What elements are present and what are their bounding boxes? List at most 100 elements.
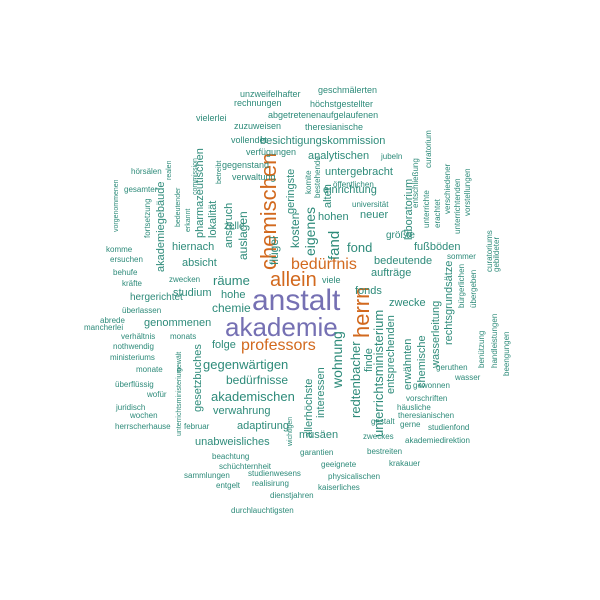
word-theresianische: theresianische [305, 122, 364, 132]
word-geeignete: geeignete [321, 460, 357, 469]
word-gerne: gerne [400, 420, 421, 429]
word-garantien: garantien [300, 448, 334, 457]
word-gewonnen: gewonnen [413, 381, 450, 390]
word-sammlungen: sammlungen [184, 471, 230, 480]
word-kraefte: kräfte [122, 279, 143, 288]
word-verwahrung: verwahrung [213, 405, 271, 417]
word-akademie: akademie [225, 312, 338, 342]
word-bedeutende: bedeutende [374, 255, 433, 267]
word-gesetzbuches: gesetzbuches [192, 344, 204, 412]
word-bestreiten: bestreiten [367, 447, 403, 456]
word-verwaltung: verwaltung [232, 172, 276, 182]
word-hohe: hohe [221, 289, 246, 301]
word-beduerfnis: bedürfnis [291, 256, 357, 273]
word-rechtsgrundsaetze: rechtsgrundsätze [443, 260, 455, 345]
word-akademiedirektion: akademiedirektion [405, 436, 470, 445]
word-allerhoechste: allerhöchste [303, 378, 315, 438]
word-uebergeben: übergeben [469, 269, 478, 308]
word-vielerlei: vielerlei [196, 113, 227, 123]
word-abrede: abrede [100, 316, 125, 325]
word-erachtet: erachtet [433, 199, 442, 228]
word-buergerlichen: bürgerlichen [457, 263, 466, 308]
word-akademischen: akademischen [211, 389, 295, 404]
word-analytischen: analytischen [308, 150, 370, 162]
word-geruthen: geruthen [436, 363, 468, 372]
word-commission: commission [192, 158, 199, 195]
word-sommer: sommer [447, 252, 476, 261]
word-vollendet: vollendet [231, 135, 268, 145]
word-erkannt: erkannt [185, 208, 192, 232]
word-verschiedener: verschiedener [443, 163, 452, 214]
word-oeffentlichen: öffentlichen [333, 180, 374, 189]
word-physicalischen: physicalischen [328, 472, 381, 481]
word-gegenstand: gegenstand [222, 160, 270, 170]
word-durchlauchtigsten: durchlauchtigsten [231, 506, 294, 515]
word-vorschriften: vorschriften [406, 394, 448, 403]
word-fussboeden: fußböden [414, 241, 461, 253]
word-fortsetzung: fortsetzung [143, 198, 152, 238]
word-realisirung: realisirung [252, 479, 289, 488]
word-studium: studium [173, 287, 212, 299]
word-finde: finde [363, 348, 375, 372]
word-besichtigungskommission: besichtigungskommission [260, 135, 386, 147]
word-behufe: behufe [113, 268, 138, 277]
word-beengungen: beengungen [502, 331, 511, 377]
word-bestehende: bestehende [313, 156, 322, 198]
word-absicht: absicht [182, 257, 217, 269]
word-wichtigen: wichtigen [287, 416, 294, 446]
word-kosten: kosten [288, 212, 302, 248]
word-nothwendig: nothwendig [113, 342, 154, 351]
word-kaiserliches: kaiserliches [318, 483, 360, 492]
word-entgelt: entgelt [216, 481, 241, 490]
word-allein: allein [270, 269, 317, 291]
word-herrscherhause: herrscherhause [115, 422, 171, 431]
word-akademiegebaeude: akademiegebäude [155, 181, 167, 272]
word-ueberlassen: überlassen [122, 306, 162, 315]
word-redtenbacher: redtenbacher [348, 341, 363, 418]
word-groesste: größte [386, 230, 415, 241]
word-gebildeter: gebildeter [492, 236, 501, 272]
word-februar: februar [184, 422, 210, 431]
word-unterrichtenden: unterrichtenden [453, 178, 462, 234]
word-folge: folge [212, 339, 236, 351]
word-unzweifelhafter: unzweifelhafter [240, 89, 301, 99]
word-studienwesens: studienwesens [248, 469, 301, 478]
word-gestalt: gestalt [371, 417, 395, 426]
word-wofuer: wofür [147, 390, 167, 399]
word-dienstjahren: dienstjahren [270, 491, 314, 500]
word-betreibt: betreibt [216, 160, 223, 184]
word-fonds: fonds [355, 285, 382, 297]
word-mancherlei: mancherlei [84, 323, 124, 332]
word-verhaeltnis: verhältnis [121, 332, 156, 341]
word-geschmaelerten: geschmälerten [318, 85, 378, 95]
word-adaptirung: adaptirung [237, 420, 289, 432]
word-beachtung: beachtung [212, 452, 250, 461]
word-fond: fond [347, 240, 373, 255]
word-auftraege: aufträge [371, 267, 412, 279]
word-untergebracht: untergebracht [325, 166, 393, 178]
word-ueberfluessig: überflüssig [115, 380, 154, 389]
word-raeume: räume [213, 273, 250, 288]
word-alten: alten [322, 184, 334, 208]
word-hoersaelen: hörsälen [131, 167, 162, 176]
word-entsprechenden: entsprechenden [385, 315, 397, 394]
word-lokalitaet: lokalität [207, 200, 219, 238]
word-komme: komme [106, 245, 133, 254]
word-zelle: zelle [224, 221, 245, 232]
word-theresianischen: theresianischen [398, 411, 455, 420]
word-interessen: interessen [315, 367, 327, 418]
word-studienfond: studienfond [428, 423, 470, 432]
word-unterrichte: unterrichte [422, 190, 431, 228]
word-wohnung: wohnung [329, 331, 345, 388]
word-wasserleitung: wasserleitung [430, 300, 442, 368]
word-benuetzung: benützung [477, 330, 486, 368]
word-gegenwaertigen: gegenwärtigen [203, 357, 289, 372]
word-auslagen: auslagen [236, 211, 250, 260]
word-jubeln: jubeln [381, 152, 403, 161]
word-chemie: chemie [212, 301, 251, 315]
word-viele: viele [322, 275, 341, 285]
word-entschliessung: entschließung [411, 158, 420, 208]
word-hoechstgestellter: höchstgestellter [310, 99, 374, 109]
word-juridisch: juridisch [116, 403, 146, 412]
word-monats: monats [170, 332, 197, 341]
